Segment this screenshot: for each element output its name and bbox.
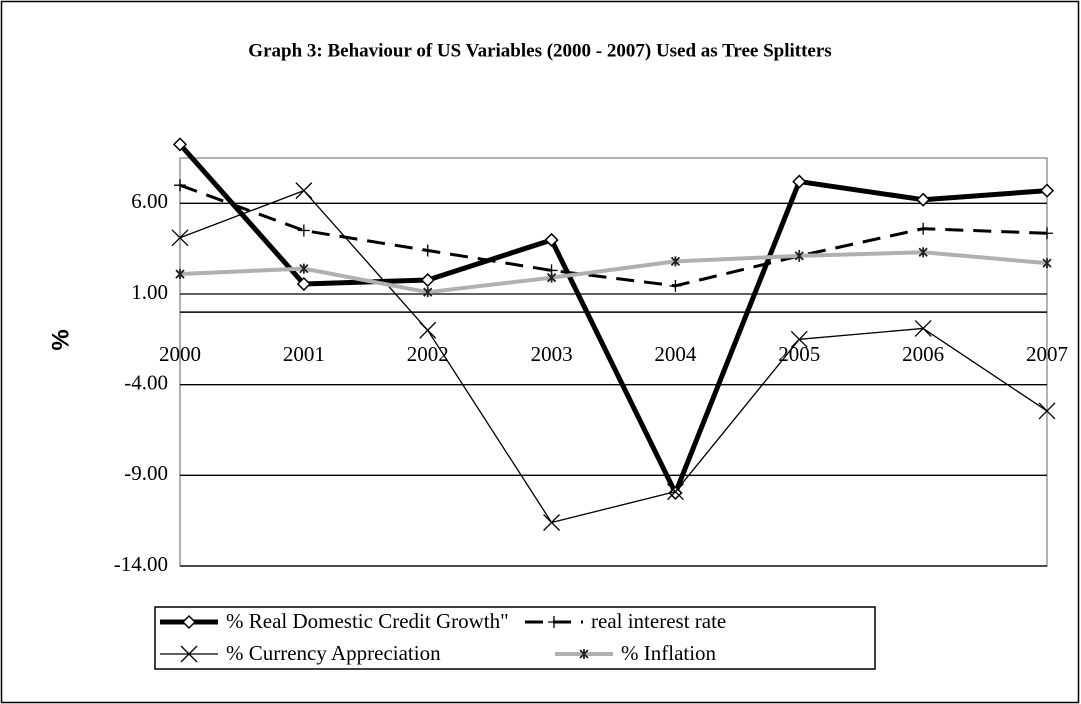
marker xyxy=(546,272,557,283)
marker xyxy=(916,192,931,207)
marker xyxy=(175,269,185,280)
marker xyxy=(917,222,930,235)
legend-label: % Currency Appreciation xyxy=(226,641,441,665)
marker xyxy=(792,174,807,189)
marker xyxy=(669,279,682,292)
legend-label: real interest rate xyxy=(591,609,726,633)
series-line xyxy=(179,183,1048,288)
marker xyxy=(579,649,589,659)
marker xyxy=(295,182,313,200)
marker xyxy=(790,330,808,348)
x-tick-label: 2002 xyxy=(407,342,449,366)
marker xyxy=(296,276,311,292)
x-tick-label: 2005 xyxy=(778,342,820,366)
marker xyxy=(421,244,434,257)
legend-label: % Real Domestic Credit Growth" xyxy=(226,609,509,633)
y-tick-label: -9.00 xyxy=(124,461,168,485)
x-tick-label: 2007 xyxy=(1026,342,1068,366)
y-tick-label: -14.00 xyxy=(114,552,168,576)
marker xyxy=(297,224,310,237)
marker xyxy=(174,179,186,192)
legend-box xyxy=(154,606,876,670)
x-tick-label: 2006 xyxy=(902,342,944,366)
marker xyxy=(423,287,433,298)
series-line xyxy=(179,189,1048,524)
marker xyxy=(543,514,561,531)
marker xyxy=(548,616,560,628)
marker xyxy=(918,247,928,258)
marker xyxy=(181,614,197,630)
marker xyxy=(171,229,189,247)
marker xyxy=(1038,402,1056,420)
y-axis-label: % xyxy=(47,329,74,350)
series-line xyxy=(179,250,1048,295)
marker xyxy=(419,321,437,339)
marker xyxy=(420,272,435,288)
x-tick-label: 2004 xyxy=(654,342,697,366)
x-tick-label: 2003 xyxy=(531,342,573,366)
marker xyxy=(794,250,804,261)
legend-label: % Inflation xyxy=(621,641,717,665)
y-tick-label: 6.00 xyxy=(131,189,168,213)
x-tick-label: 2001 xyxy=(283,342,325,366)
marker xyxy=(670,256,681,267)
series-line xyxy=(178,142,1048,496)
marker xyxy=(299,263,309,274)
chart-title: Graph 3: Behaviour of US Variables (2000… xyxy=(248,40,831,61)
y-tick-label: 1.00 xyxy=(131,280,168,304)
marker xyxy=(914,319,932,337)
marker xyxy=(666,483,684,501)
marker xyxy=(1041,227,1053,240)
marker xyxy=(668,485,683,500)
marker xyxy=(1042,258,1052,269)
marker xyxy=(544,232,559,248)
marker xyxy=(180,645,198,663)
marker xyxy=(172,137,188,152)
x-tick-label: 2000 xyxy=(159,342,201,366)
marker xyxy=(1039,183,1055,198)
y-tick-label: -4.00 xyxy=(124,370,168,394)
